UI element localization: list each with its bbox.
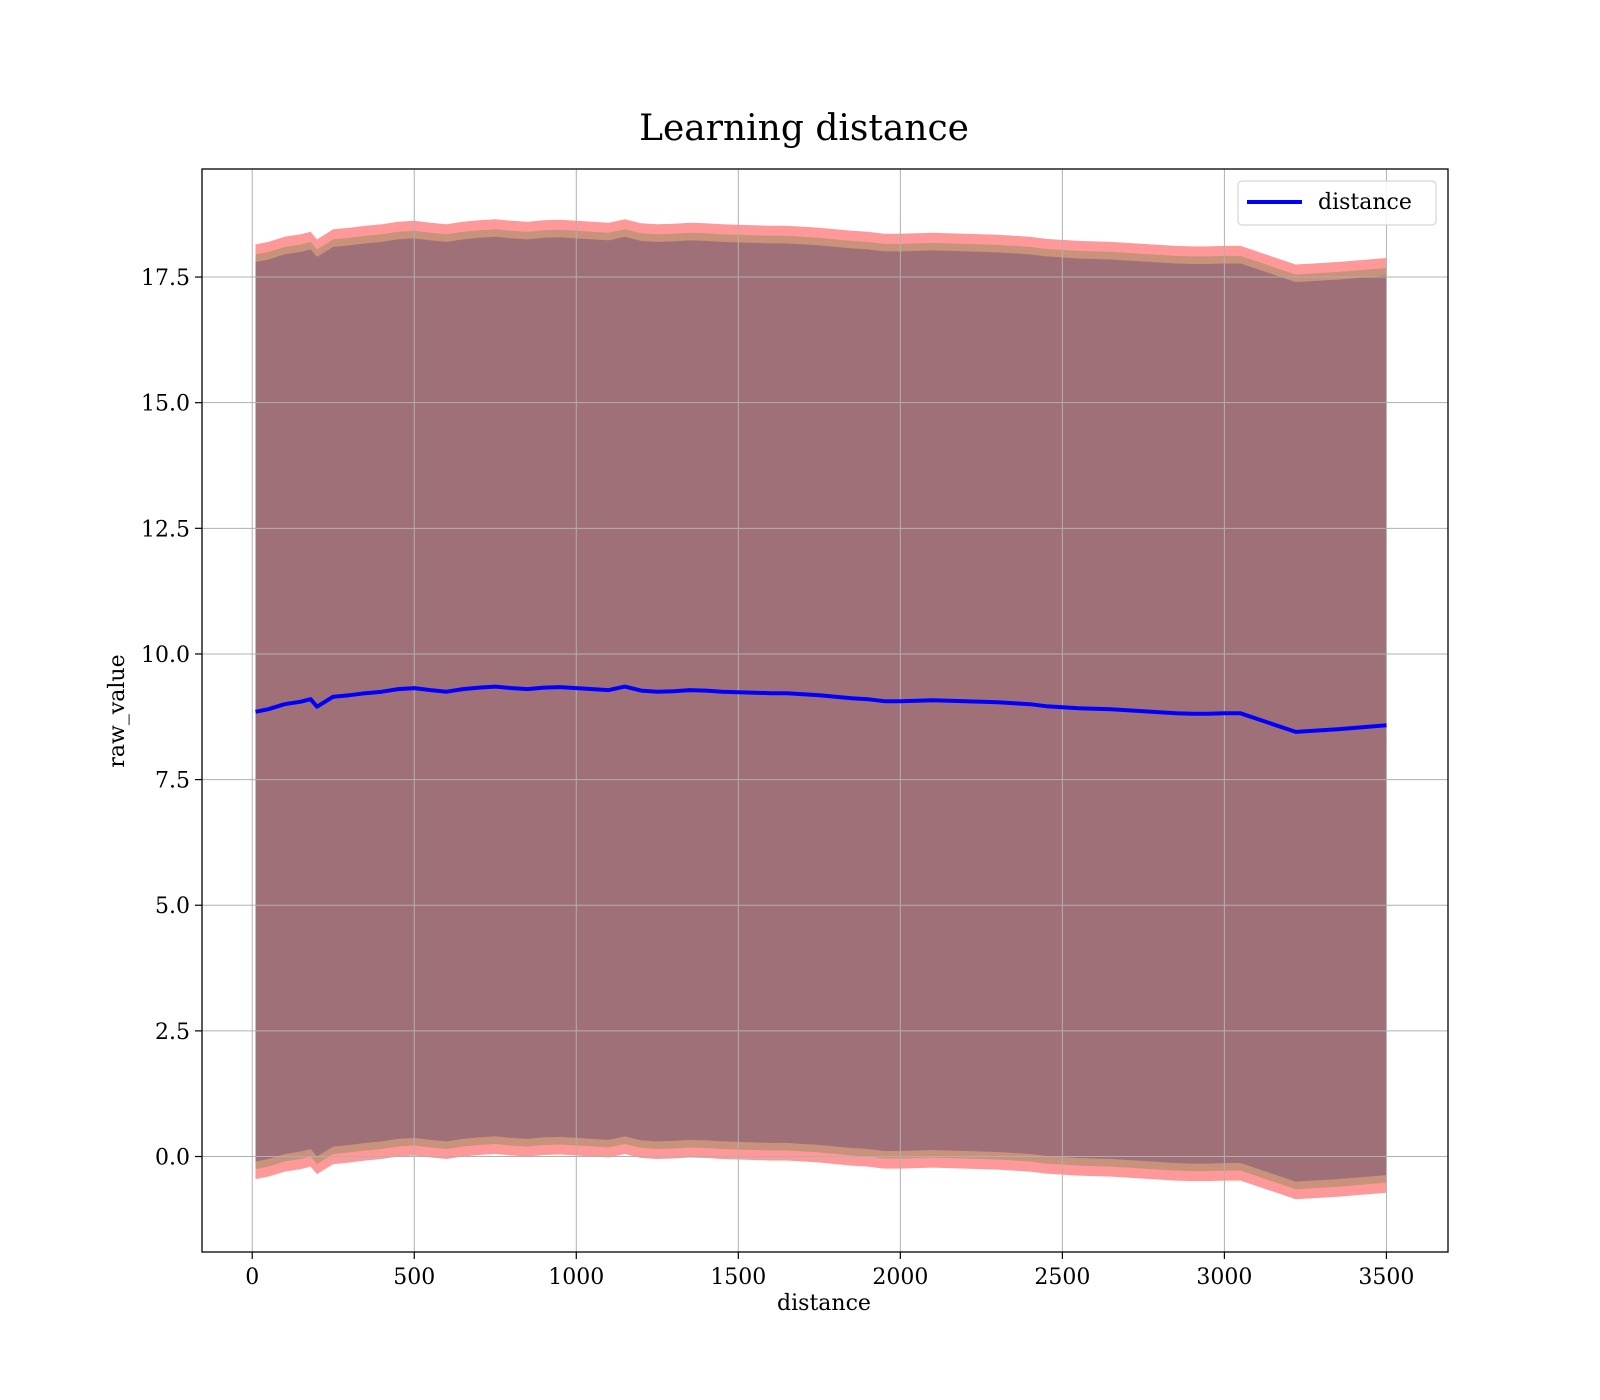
chart-title: Learning distance [639, 108, 969, 149]
y-tick-label: 17.5 [141, 266, 190, 291]
y-axis-label: raw_value [105, 654, 130, 767]
plot-frame [201, 168, 1449, 1253]
x-tick-label: 1000 [548, 1265, 604, 1290]
legend-entry-distance: distance [1318, 190, 1412, 215]
legend: distance [1237, 180, 1437, 226]
x-tick-label: 500 [393, 1265, 435, 1290]
y-tick-label: 12.5 [141, 517, 190, 542]
y-tick-label: 2.5 [155, 1020, 190, 1045]
x-tick-label: 2500 [1034, 1265, 1090, 1290]
x-tick-label: 1500 [710, 1265, 766, 1290]
x-tick-label: 2000 [872, 1265, 928, 1290]
y-tick-label: 0.0 [155, 1146, 190, 1171]
grid [202, 169, 1448, 1252]
x-axis-label: distance [777, 1291, 871, 1316]
x-tick-label: 3000 [1196, 1265, 1252, 1290]
confidence-bands [255, 219, 1387, 1200]
band-inner [255, 236, 1387, 1182]
y-axis-ticks: 0.0 2.5 5.0 7.5 10.0 12.5 15.0 17.5 [141, 266, 202, 1171]
y-tick-label: 15.0 [141, 392, 190, 417]
y-tick-label: 7.5 [155, 769, 190, 794]
x-axis-ticks: 0 500 1000 1500 2000 2500 3000 3500 [245, 1252, 1414, 1290]
series-line-distance [255, 684, 1387, 734]
y-tick-label: 10.0 [141, 643, 190, 668]
series-lines [255, 684, 1387, 734]
y-tick-label: 5.0 [155, 894, 190, 919]
x-tick-label: 3500 [1358, 1265, 1414, 1290]
legend-frame [1237, 180, 1437, 226]
x-tick-label: 0 [245, 1265, 259, 1290]
